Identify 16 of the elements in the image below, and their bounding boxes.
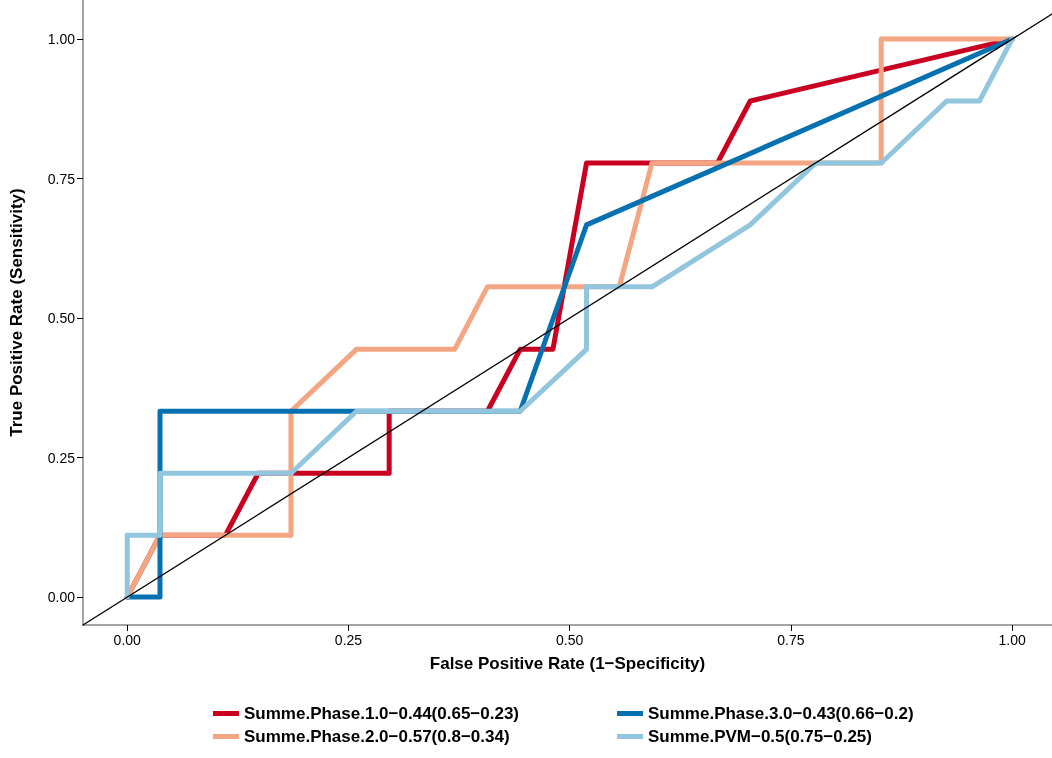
legend-label: Summe.PVM−0.5(0.75−0.25): [648, 727, 872, 746]
x-tick-label: 0.75: [777, 632, 805, 648]
y-tick-label: 0.75: [47, 170, 76, 187]
x-axis-title: False Positive Rate (1−Specificity): [429, 654, 706, 673]
y-tick-label: 0.25: [47, 449, 76, 466]
x-tick-label: 0.50: [556, 632, 584, 648]
x-tick-label: 0.00: [113, 632, 142, 648]
y-tick-label: 0.50: [47, 310, 76, 327]
x-tick-label: 0.25: [334, 632, 363, 648]
legend-label: Summe.Phase.3.0−0.43(0.66−0.2): [648, 704, 914, 723]
x-tick-label: 1.00: [998, 632, 1027, 648]
y-tick-label: 1.00: [47, 31, 76, 48]
legend-label: Summe.Phase.1.0−0.44(0.65−0.23): [244, 704, 520, 723]
y-tick-label: 0.00: [47, 589, 76, 606]
legend-label: Summe.Phase.2.0−0.57(0.8−0.34): [244, 727, 510, 746]
y-axis-title: True Positive Rate (Sensitivity): [7, 188, 26, 437]
